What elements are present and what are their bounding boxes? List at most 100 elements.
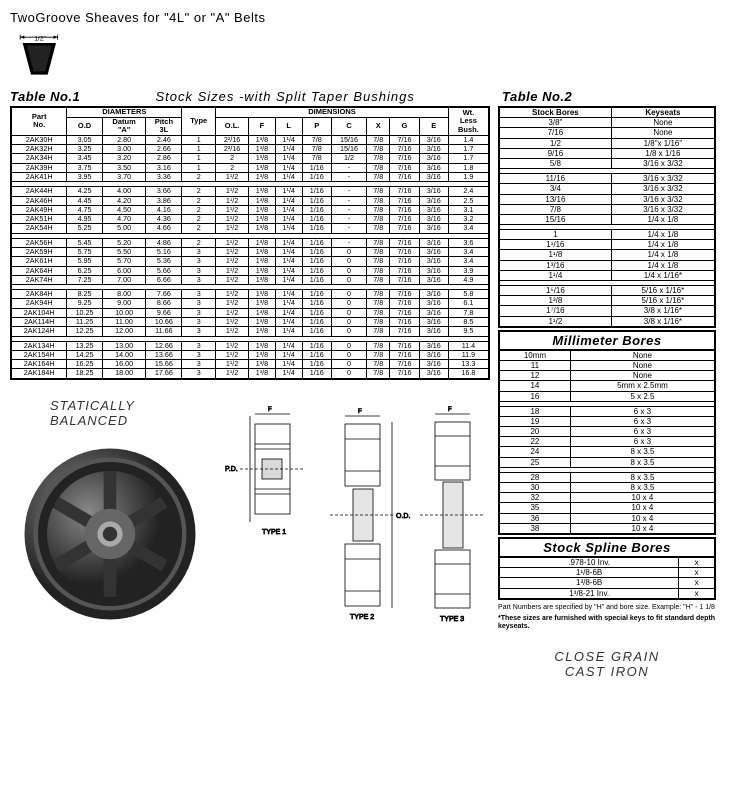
table-cell: 0 bbox=[331, 341, 366, 350]
table-cell: 1¹/4 bbox=[275, 224, 302, 233]
table-cell: 1/4 x 1/16* bbox=[611, 270, 715, 280]
table-cell: 8 x 3.5 bbox=[570, 472, 715, 482]
table-cell: 6 x 3 bbox=[570, 416, 715, 426]
table-cell: 18.25 bbox=[67, 369, 102, 379]
table-cell: 5.00 bbox=[102, 224, 146, 233]
table-cell: 1/8"x 1/16" bbox=[611, 138, 715, 148]
table-cell: 3/16 bbox=[419, 196, 448, 205]
table-cell: 1¹/4 bbox=[275, 327, 302, 336]
table-cell: 1/2 bbox=[331, 154, 366, 163]
table-cell: 6.1 bbox=[448, 299, 489, 308]
table-cell: 1¹/4 bbox=[275, 275, 302, 284]
table-cell: 1¹/2 bbox=[216, 299, 249, 308]
table-cell: 6.66 bbox=[146, 275, 182, 284]
table-cell: 1³/8 bbox=[249, 299, 276, 308]
spline-bores-header: Stock Spline Bores bbox=[498, 537, 716, 557]
table-cell: 3/16 bbox=[419, 341, 448, 350]
table-cell: 2AK44H bbox=[11, 187, 67, 196]
table-cell: 1¹/4 bbox=[275, 341, 302, 350]
table-cell: 32 bbox=[499, 493, 570, 503]
table-cell: 7/8 bbox=[367, 154, 390, 163]
table-cell: 1¹/2 bbox=[216, 275, 249, 284]
table-cell: 2 bbox=[216, 154, 249, 163]
belt-profile-icon: 1/2" bbox=[16, 33, 66, 83]
table-cell: 1³/8-6B bbox=[499, 578, 679, 588]
table-cell: 3 bbox=[182, 257, 216, 266]
table-cell: 1³/8-21 Inv. bbox=[499, 588, 679, 599]
table-cell: 3.86 bbox=[146, 196, 182, 205]
table-cell: 1³/8 bbox=[249, 257, 276, 266]
table-cell: 7/16 bbox=[390, 341, 419, 350]
hdr-f: F bbox=[249, 117, 276, 135]
table-cell: 1¹/8-6B bbox=[499, 568, 679, 578]
table-cell: 1/2 bbox=[499, 138, 611, 148]
table-cell: 1/4 x 1/8 bbox=[611, 230, 715, 240]
table-cell: 1/16 bbox=[302, 187, 331, 196]
table-cell: 1/16 bbox=[302, 257, 331, 266]
table-cell: 1.7 bbox=[448, 154, 489, 163]
table-cell: 1¹/2 bbox=[216, 327, 249, 336]
hdr-part: PartNo. bbox=[11, 107, 67, 135]
table-cell: 3/16 bbox=[419, 257, 448, 266]
pulley-photo bbox=[20, 444, 200, 624]
table-cell: 7/16 bbox=[390, 299, 419, 308]
table-cell: 8 x 3.5 bbox=[570, 457, 715, 467]
table-cell: None bbox=[611, 118, 715, 128]
table-cell: 5.66 bbox=[146, 266, 182, 275]
table-cell: 19 bbox=[499, 416, 570, 426]
table-cell: 1¹/4 bbox=[275, 154, 302, 163]
svg-text:1/2": 1/2" bbox=[34, 36, 46, 43]
table-cell: 38 bbox=[499, 523, 570, 534]
table-cell: 5/16 x 1/16* bbox=[611, 286, 715, 296]
svg-text:TYPE 3: TYPE 3 bbox=[440, 616, 464, 623]
svg-text:F: F bbox=[448, 407, 452, 413]
table-cell: 2AK54H bbox=[11, 224, 67, 233]
table-cell: 0 bbox=[331, 266, 366, 275]
table-cell: 3.45 bbox=[67, 154, 102, 163]
table-cell: .978-10 Inv. bbox=[499, 557, 679, 567]
table-cell: 1³/8 bbox=[249, 341, 276, 350]
table-cell: 10 x 4 bbox=[570, 513, 715, 523]
table-spline-bores: .978-10 Inv.x1¹/8-6Bx1³/8-6Bx1³/8-21 Inv… bbox=[498, 557, 716, 600]
table-cell: 0 bbox=[331, 275, 366, 284]
table-cell: 3 bbox=[182, 275, 216, 284]
table-cell: 1/4 x 1/8 bbox=[611, 260, 715, 270]
table-cell: 6.25 bbox=[67, 266, 102, 275]
table-cell: 12.00 bbox=[102, 327, 146, 336]
table-cell: 11 bbox=[499, 360, 570, 370]
table-cell: 7/8 bbox=[367, 257, 390, 266]
table-cell: 1¹/2 bbox=[216, 341, 249, 350]
table-cell: 13/16 bbox=[499, 194, 611, 204]
table-cell: 9/16 bbox=[499, 148, 611, 158]
table-cell: 5.95 bbox=[67, 257, 102, 266]
table-cell: 6 x 3 bbox=[570, 406, 715, 416]
table-cell: 8.66 bbox=[146, 299, 182, 308]
table-cell: 3 bbox=[182, 299, 216, 308]
table-cell: 9.5 bbox=[448, 327, 489, 336]
svg-text:TYPE 2: TYPE 2 bbox=[350, 614, 374, 621]
table-cell: 1¹/4 bbox=[275, 299, 302, 308]
table-cell: 1¹/2 bbox=[216, 173, 249, 182]
table-cell: 1³/8 bbox=[249, 369, 276, 379]
table-cell: 1.9 bbox=[448, 173, 489, 182]
table-cell: 3/16 bbox=[419, 187, 448, 196]
svg-text:P.D.: P.D. bbox=[225, 466, 238, 473]
table-cell: 7/8 bbox=[302, 154, 331, 163]
hdr-p: P bbox=[302, 117, 331, 135]
table-cell: 1/4 x 1/8 bbox=[611, 214, 715, 224]
table-cell: 30 bbox=[499, 483, 570, 493]
table-cell: 11.4 bbox=[448, 341, 489, 350]
table-2-bores: Stock Bores Keyseats 3/8"None7/16None1/2… bbox=[498, 106, 716, 328]
table-cell: 1³/8 bbox=[249, 224, 276, 233]
table-cell: 1/16 bbox=[302, 327, 331, 336]
table-cell: 1/16 bbox=[302, 224, 331, 233]
table-cell: 7/8 bbox=[367, 187, 390, 196]
table-cell: 1 bbox=[182, 154, 216, 163]
table-cell: 5 x 2.5 bbox=[570, 391, 715, 401]
table-cell: 25 bbox=[499, 457, 570, 467]
table-cell: 13.00 bbox=[102, 341, 146, 350]
type-diagrams: TYPE 1 P.D. TYPE 2 O.D. bbox=[210, 394, 490, 626]
table-cell: 7/8 bbox=[367, 173, 390, 182]
table-cell: 10 x 4 bbox=[570, 523, 715, 534]
table2-title: Table No.2 bbox=[502, 89, 716, 104]
